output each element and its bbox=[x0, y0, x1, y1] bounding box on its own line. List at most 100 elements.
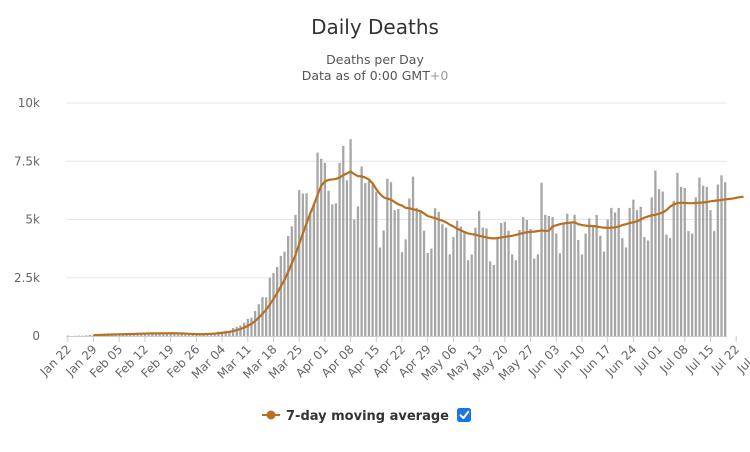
bar-day-169 bbox=[687, 231, 689, 336]
bar-day-65 bbox=[305, 193, 307, 336]
bar-day-171 bbox=[695, 197, 697, 336]
bar-day-68 bbox=[316, 153, 318, 336]
moving-average-series bbox=[94, 172, 744, 336]
bar-day-172 bbox=[698, 178, 700, 336]
bar-day-115 bbox=[489, 261, 491, 336]
y-tick-label: 5k bbox=[25, 213, 40, 227]
bar-day-177 bbox=[717, 185, 719, 336]
bar-day-166 bbox=[676, 173, 678, 336]
bar-day-174 bbox=[706, 187, 708, 336]
legend[interactable]: 7-day moving average bbox=[262, 408, 471, 424]
bar-day-136 bbox=[566, 214, 568, 336]
legend-checkbox[interactable] bbox=[457, 408, 471, 422]
bar-day-126 bbox=[529, 229, 531, 336]
bar-day-100 bbox=[434, 208, 436, 336]
bar-day-51 bbox=[254, 311, 256, 336]
bar-day-140 bbox=[581, 254, 583, 336]
bar-day-112 bbox=[478, 211, 480, 336]
bar-day-72 bbox=[331, 204, 333, 336]
bar-day-147 bbox=[607, 220, 609, 337]
bar-day-81 bbox=[364, 183, 366, 336]
bar-day-123 bbox=[518, 230, 520, 336]
bar-day-101 bbox=[438, 212, 440, 336]
bar-day-90 bbox=[397, 209, 399, 336]
bar-day-59 bbox=[283, 252, 285, 336]
bar-day-92 bbox=[405, 239, 407, 336]
bar-day-107 bbox=[460, 226, 462, 336]
bar-day-114 bbox=[485, 228, 487, 336]
bar-day-134 bbox=[559, 253, 561, 336]
bar-day-50 bbox=[250, 318, 252, 336]
bar-day-163 bbox=[665, 235, 667, 336]
bar-day-79 bbox=[357, 206, 359, 336]
bar-day-109 bbox=[467, 260, 469, 336]
bar-day-170 bbox=[691, 233, 693, 336]
bar-day-83 bbox=[371, 185, 373, 336]
bar-series bbox=[67, 139, 727, 336]
bar-day-67 bbox=[313, 204, 315, 336]
bar-day-62 bbox=[294, 215, 296, 336]
bar-day-129 bbox=[540, 183, 542, 336]
y-tick-label: 2.5k bbox=[14, 271, 40, 285]
bar-day-157 bbox=[643, 237, 645, 336]
bar-day-85 bbox=[379, 247, 381, 336]
bar-day-124 bbox=[522, 217, 524, 336]
bar-day-5 bbox=[85, 335, 87, 336]
bar-day-179 bbox=[724, 182, 726, 336]
bar-day-78 bbox=[353, 220, 355, 337]
bar-day-60 bbox=[287, 236, 289, 336]
bar-day-54 bbox=[265, 297, 267, 336]
bar-day-86 bbox=[383, 230, 385, 336]
bar-day-144 bbox=[596, 215, 598, 336]
bar-day-165 bbox=[673, 201, 675, 336]
bar-day-53 bbox=[261, 297, 263, 336]
bar-day-66 bbox=[309, 214, 311, 336]
bar-day-110 bbox=[471, 254, 473, 336]
bar-day-113 bbox=[482, 228, 484, 336]
bar-day-80 bbox=[360, 166, 362, 336]
bar-day-52 bbox=[258, 304, 260, 336]
bar-day-120 bbox=[507, 231, 509, 336]
bar-day-84 bbox=[375, 192, 377, 336]
bar-day-167 bbox=[680, 187, 682, 336]
bar-day-173 bbox=[702, 186, 704, 336]
moving-average-line bbox=[94, 172, 744, 336]
bar-day-158 bbox=[647, 240, 649, 336]
bar-day-61 bbox=[291, 226, 293, 336]
bar-day-128 bbox=[537, 254, 539, 336]
chart-title: Daily Deaths bbox=[311, 15, 439, 39]
bar-day-82 bbox=[368, 181, 370, 336]
bar-day-95 bbox=[416, 208, 418, 336]
bar-day-103 bbox=[445, 228, 447, 336]
bar-day-143 bbox=[592, 226, 594, 336]
bar-day-175 bbox=[709, 210, 711, 336]
bar-day-49 bbox=[247, 319, 249, 336]
bar-day-88 bbox=[390, 182, 392, 336]
bar-day-156 bbox=[640, 207, 642, 336]
gridlines bbox=[66, 103, 727, 278]
bar-day-108 bbox=[463, 231, 465, 336]
y-tick-label: 0 bbox=[32, 329, 40, 343]
bar-day-64 bbox=[302, 194, 304, 336]
x-tick-label: Jul 08 bbox=[657, 342, 691, 376]
bar-day-119 bbox=[504, 222, 506, 336]
legend-label: 7-day moving average bbox=[286, 409, 449, 424]
bar-day-145 bbox=[599, 236, 601, 336]
chart-subtitle: Deaths per Day bbox=[326, 52, 424, 67]
bar-day-118 bbox=[500, 223, 502, 336]
bar-day-96 bbox=[419, 210, 421, 336]
bar-day-154 bbox=[632, 200, 634, 336]
checkbox-box[interactable] bbox=[457, 408, 471, 422]
bar-day-176 bbox=[713, 231, 715, 336]
bar-day-98 bbox=[427, 253, 429, 336]
bar-day-47 bbox=[239, 325, 241, 336]
bar-day-117 bbox=[496, 238, 498, 336]
y-tick-label: 7.5k bbox=[14, 154, 40, 168]
bar-day-106 bbox=[456, 221, 458, 336]
bar-day-141 bbox=[584, 233, 586, 336]
bar-day-76 bbox=[346, 180, 348, 336]
